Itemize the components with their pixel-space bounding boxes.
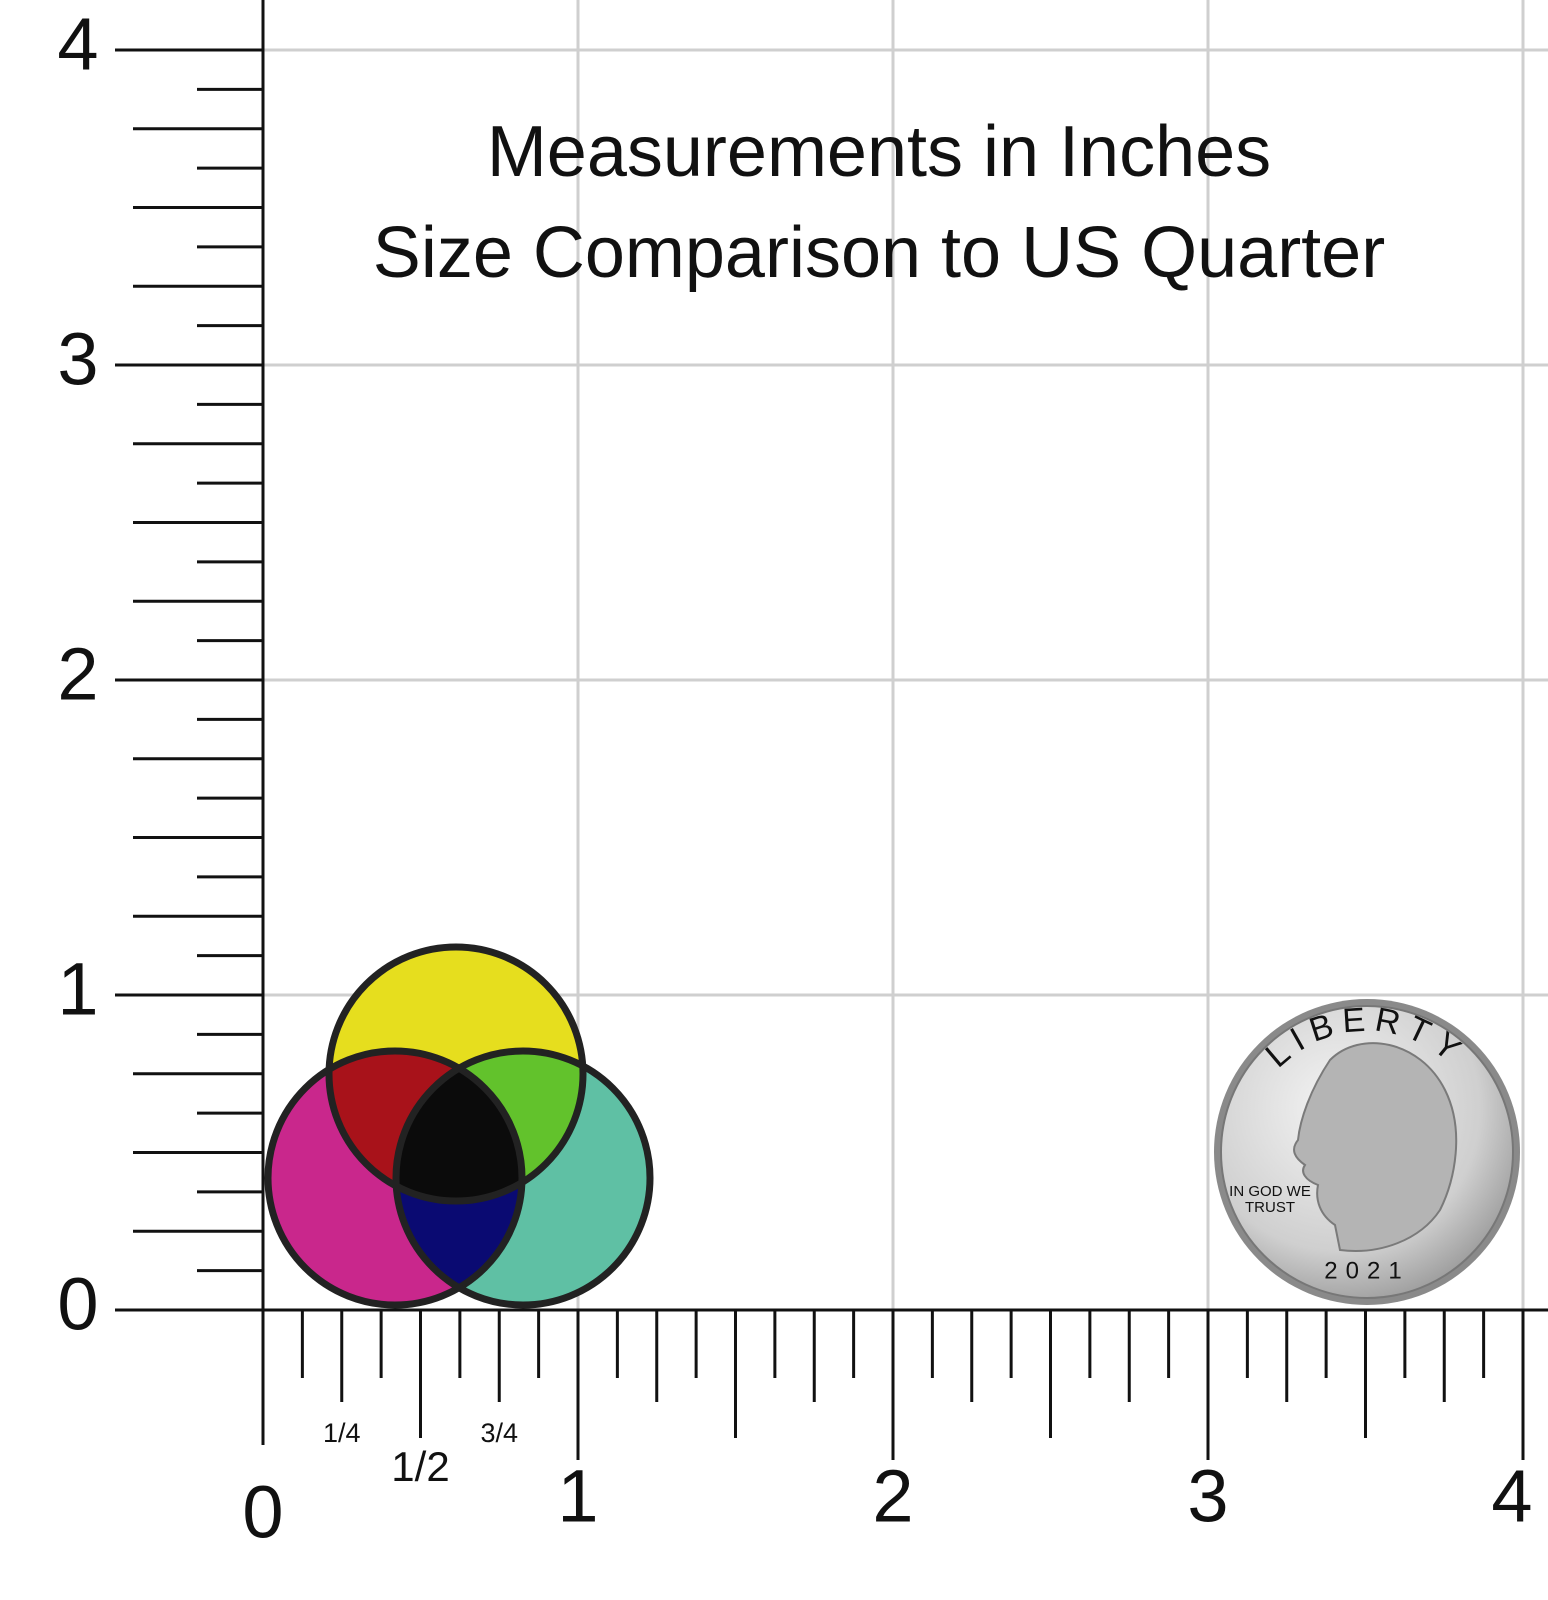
x-axis-label: 3 — [1187, 1455, 1228, 1538]
x-axis-label: 0 — [242, 1471, 283, 1554]
title-line: Size Comparison to US Quarter — [373, 213, 1385, 293]
fraction-label: 3/4 — [480, 1418, 518, 1448]
x-axis-label: 1 — [557, 1455, 598, 1538]
y-axis-label: 0 — [57, 1263, 98, 1346]
outline — [264, 1047, 526, 1309]
outline — [392, 1047, 654, 1309]
coin-motto: TRUST — [1245, 1199, 1295, 1216]
y-axis-label: 1 — [57, 948, 98, 1031]
fraction-label: 1/4 — [323, 1418, 361, 1448]
y-axis-label: 3 — [57, 318, 98, 401]
enamel-pin — [264, 943, 654, 1309]
coin-motto: IN GOD WE — [1229, 1183, 1311, 1200]
coin-portrait — [1293, 1042, 1458, 1252]
outline — [325, 943, 587, 1205]
x-axis-label: 2 — [872, 1455, 913, 1538]
y-axis-label: 2 — [57, 633, 98, 716]
coin-year: 2021 — [1324, 1257, 1409, 1284]
x-axis-label: 4 — [1491, 1455, 1532, 1538]
fraction-label: 1/2 — [391, 1443, 449, 1490]
ruler-ticks — [115, 0, 1548, 1460]
us-quarter: LIBERTY IN GOD WE TRUST 2021 — [1214, 999, 1520, 1305]
y-axis-label: 4 — [57, 3, 98, 86]
title-line: Measurements in Inches — [487, 112, 1271, 192]
